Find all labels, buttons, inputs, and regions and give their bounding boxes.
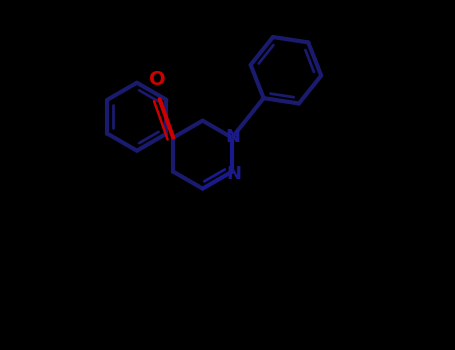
Text: N: N	[225, 128, 240, 146]
Text: O: O	[149, 70, 166, 89]
Text: N: N	[227, 165, 242, 183]
